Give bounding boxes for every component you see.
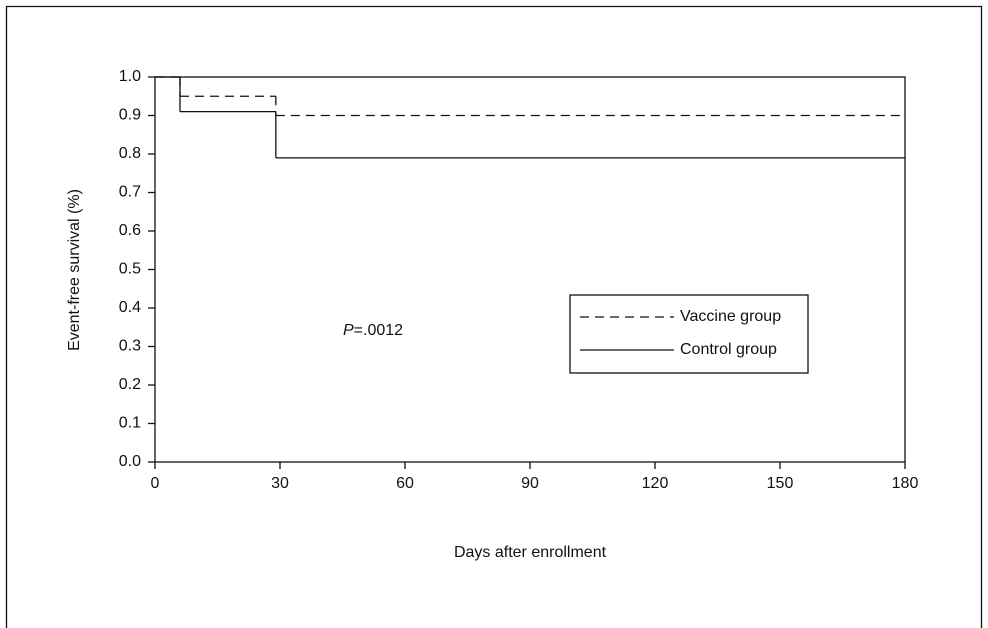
y-axis-title: Event-free survival (%) xyxy=(66,189,83,351)
x-tick-label: 60 xyxy=(396,475,414,492)
legend-box xyxy=(569,294,809,374)
plot-frame xyxy=(154,76,906,463)
frame xyxy=(5,5,983,628)
x-tick-label: 0 xyxy=(151,475,160,492)
x-tick-label: 30 xyxy=(271,475,289,492)
y-tick-label: 0.8 xyxy=(119,145,141,162)
annotation: P=.0012 xyxy=(343,322,403,339)
y-tick-label: 0.2 xyxy=(119,376,141,393)
y-tick-label: 0.6 xyxy=(119,222,141,239)
x-tick-label: 150 xyxy=(767,475,794,492)
x-tick-label: 90 xyxy=(521,475,539,492)
y-tick-label: 1.0 xyxy=(119,68,141,85)
legend-label: Vaccine group xyxy=(680,308,781,325)
x-axis-title: Days after enrollment xyxy=(454,544,607,561)
y-tick-label: 0.1 xyxy=(119,415,141,432)
y-tick-label: 0.0 xyxy=(119,453,141,470)
y-tick-label: 0.9 xyxy=(119,107,141,124)
x-tick-label: 180 xyxy=(892,475,919,492)
x-tick-label: 120 xyxy=(642,475,669,492)
y-tick-label: 0.4 xyxy=(119,299,141,316)
y-tick-label: 0.3 xyxy=(119,338,141,355)
y-tick-label: 0.7 xyxy=(119,184,141,201)
annotation-text: =.0012 xyxy=(354,322,403,339)
legend-label: Control group xyxy=(680,341,777,358)
annotation-italic: P xyxy=(343,322,354,339)
y-tick-label: 0.5 xyxy=(119,261,141,278)
